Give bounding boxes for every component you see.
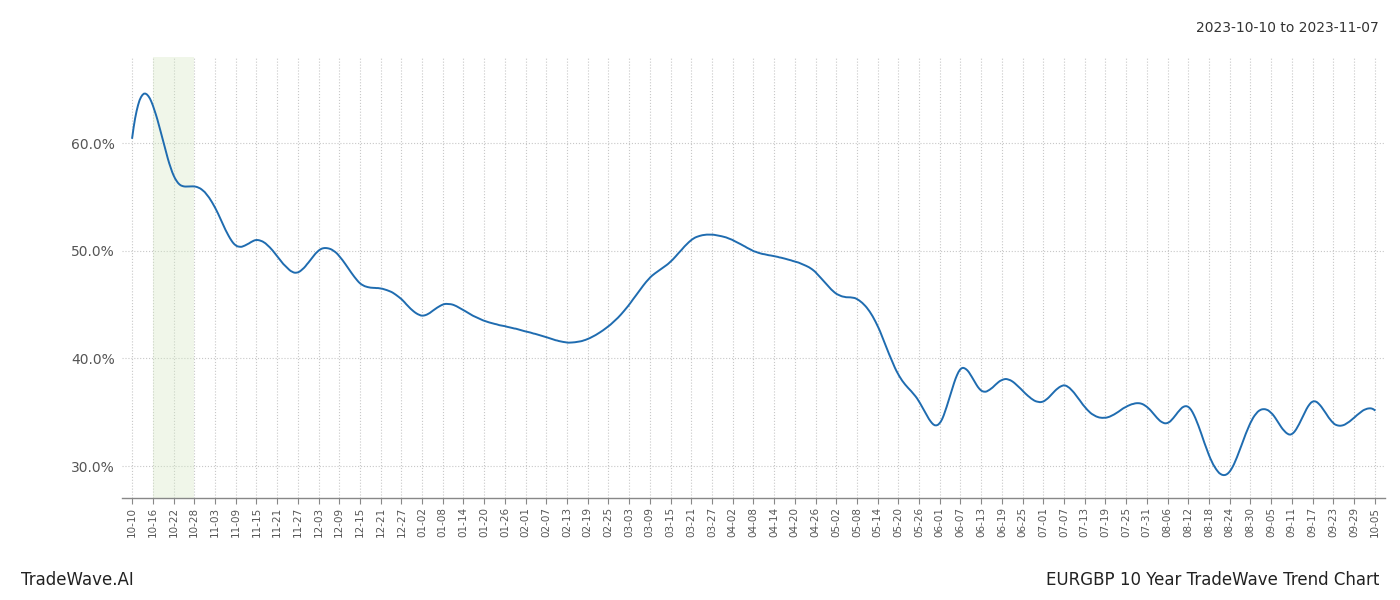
Text: EURGBP 10 Year TradeWave Trend Chart: EURGBP 10 Year TradeWave Trend Chart: [1046, 571, 1379, 589]
Bar: [153, 57, 195, 499]
Text: TradeWave.AI: TradeWave.AI: [21, 571, 134, 589]
Text: 2023-10-10 to 2023-11-07: 2023-10-10 to 2023-11-07: [1196, 21, 1379, 35]
